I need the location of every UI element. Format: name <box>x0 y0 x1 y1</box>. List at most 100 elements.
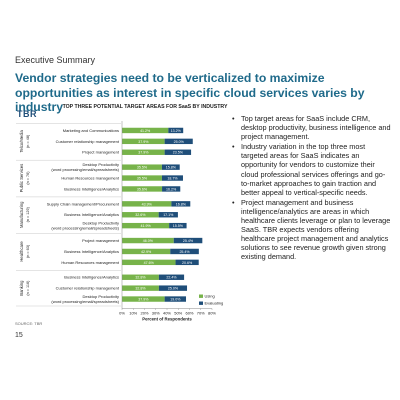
chart-title: TOP THREE POTENTIAL TARGET AREAS FOR Saa… <box>62 104 228 110</box>
category-label: Desktop Productivity <box>83 162 119 167</box>
bullet-item: Top target areas for SaaS include CRM, d… <box>232 114 392 141</box>
category-label: Human Resources management <box>61 175 119 180</box>
group-n-label: (n = 116) <box>26 280 30 296</box>
group-n-label: (n = 129) <box>26 206 30 222</box>
data-label-evaluating: 13.2% <box>171 129 182 133</box>
bar-evaluating <box>161 175 183 181</box>
bar-using <box>122 186 163 192</box>
bar-evaluating <box>170 248 199 255</box>
group-label: Public Services <box>19 164 24 193</box>
tbr-logo: TBR <box>17 104 37 122</box>
legend-swatch-evaluating <box>199 301 203 305</box>
bar-evaluating <box>161 164 180 170</box>
data-label-using: 37.9% <box>138 151 149 155</box>
data-label-evaluating: 15.8% <box>166 166 177 170</box>
legend-swatch-using <box>199 294 203 298</box>
legend-label-evaluating: Evaluating <box>205 301 224 306</box>
category-label: (word processing/email/spreadsheets) <box>51 225 119 230</box>
section-label: Executive Summary <box>15 55 96 65</box>
bar-using <box>122 149 165 155</box>
category-label: Business Intelligence/Analytics <box>64 186 119 191</box>
data-label-evaluating: 15.5% <box>173 224 184 228</box>
bar-evaluating <box>158 285 188 291</box>
data-label-using: 42.9% <box>141 250 152 254</box>
bar-using <box>122 259 176 266</box>
group-label: Healthcare <box>19 241 24 262</box>
x-tick-label: 20% <box>140 311 148 316</box>
legend-label-using: Using <box>205 294 215 299</box>
data-label-using: 37.9% <box>138 140 149 144</box>
category-label: Customer relationship management <box>56 286 120 291</box>
logo-text: TBR <box>17 109 37 119</box>
bar-using <box>122 222 170 229</box>
bar-evaluating <box>158 212 178 218</box>
group-label: Telco/Media <box>19 130 24 153</box>
bar-using <box>122 138 165 145</box>
data-label-evaluating: 25.4% <box>179 250 190 254</box>
category-label: Marketing and Communications <box>63 128 119 133</box>
bar-evaluating <box>164 138 193 145</box>
data-label-evaluating: 22.4% <box>166 276 177 280</box>
group-n-label: (n = 63) <box>26 244 30 258</box>
bar-evaluating <box>158 274 185 280</box>
data-label-using: 32.6% <box>135 213 146 217</box>
data-label-using: 43.9% <box>142 202 153 206</box>
category-label: Business Intelligence/Analytics <box>64 249 119 254</box>
bar-evaluating <box>168 127 184 134</box>
x-tick-label: 30% <box>152 311 160 316</box>
bar-using <box>122 296 165 302</box>
data-label-using: 37.9% <box>138 297 149 301</box>
category-label: Project management <box>82 238 120 243</box>
data-label-evaluating: 25.0% <box>174 140 185 144</box>
source-note: SOURCE: TBR <box>15 321 43 326</box>
data-label-using: 35.6% <box>137 187 148 191</box>
x-tick-label: 80% <box>208 311 216 316</box>
data-label-evaluating: 16.8% <box>176 202 187 206</box>
data-label-using: 35.5% <box>137 176 148 180</box>
group-label: Manufacturing <box>19 201 24 228</box>
bullet-item: Project management and business intellig… <box>232 198 392 262</box>
bullet-item: Industry variation in the top three most… <box>232 142 392 197</box>
category-label: Desktop Productivity <box>83 294 119 299</box>
bar-evaluating <box>164 149 192 155</box>
group-n-label: (n = 48) <box>26 134 30 148</box>
x-tick-label: 10% <box>129 311 137 316</box>
bar-using <box>122 212 159 218</box>
data-label-evaluating: 20.6% <box>182 261 193 265</box>
data-label-using: 47.6% <box>144 261 155 265</box>
data-label-evaluating: 16.2% <box>166 187 177 191</box>
data-label-evaluating: 25.4% <box>183 239 194 243</box>
page-number: 15 <box>15 332 23 339</box>
x-tick-label: 0% <box>119 311 125 316</box>
data-label-evaluating: 23.5% <box>173 151 184 155</box>
data-label-using: 46.0% <box>143 239 154 243</box>
bar-evaluating <box>171 201 191 207</box>
x-tick-label: 60% <box>185 311 193 316</box>
category-label: Customer relationship management <box>56 139 120 144</box>
data-label-using: 32.8% <box>135 287 146 291</box>
slide-title: Vendor strategies need to be verticalize… <box>15 71 365 114</box>
category-label: Supply Chain management/Procurement <box>47 201 120 206</box>
bar-using <box>122 175 162 181</box>
group-label: Banking <box>19 280 24 296</box>
category-label: Business Intelligence/Analytics <box>64 275 119 280</box>
category-label: Business Intelligence/Analytics <box>64 212 119 217</box>
bar-using <box>122 201 172 207</box>
bar-evaluating <box>164 296 187 302</box>
x-tick-label: 50% <box>174 311 182 316</box>
bar-using <box>122 237 174 244</box>
bar-using <box>122 248 171 255</box>
bar-evaluating <box>173 237 203 244</box>
data-label-using: 35.5% <box>137 166 148 170</box>
data-label-evaluating: 17.1% <box>163 213 174 217</box>
bar-using <box>122 285 159 291</box>
bar-evaluating <box>169 222 187 229</box>
group-n-label: (n = 76) <box>26 171 30 185</box>
data-label-evaluating: 19.0% <box>170 297 181 301</box>
bar-using <box>122 274 159 280</box>
category-label: Human Resources management <box>61 260 119 265</box>
bar-using <box>122 127 169 134</box>
x-axis-label: Percent of Respondents <box>142 317 192 322</box>
